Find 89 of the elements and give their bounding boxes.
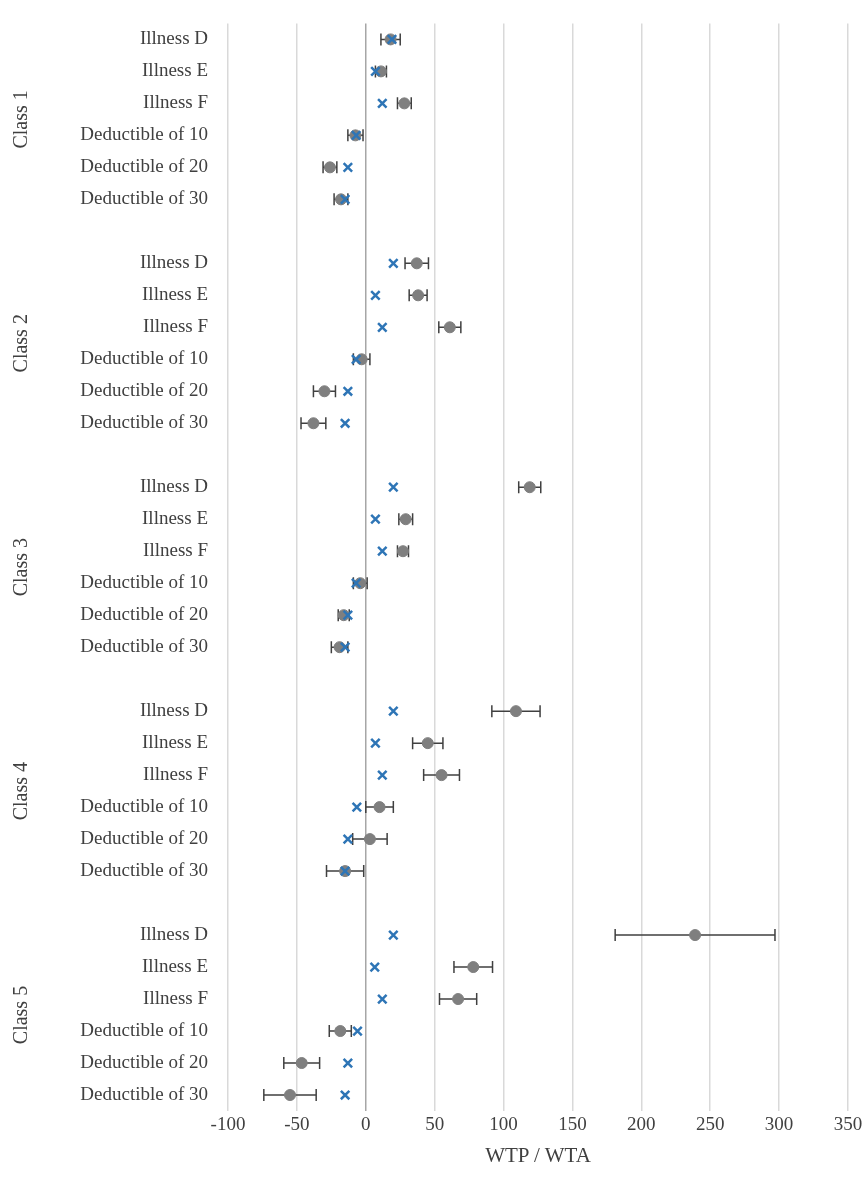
y-tick-label: Illness E [142, 283, 208, 305]
x-tick-label: 0 [361, 1113, 371, 1135]
point [295, 1057, 308, 1070]
y-tick-label: Deductible of 10 [80, 1019, 208, 1041]
text: Class 4 [9, 761, 32, 821]
text: Class 1 [9, 90, 32, 149]
x-tick-label: 300 [764, 1113, 794, 1135]
x-tick-label: 150 [558, 1113, 587, 1135]
point [339, 417, 351, 429]
point [342, 161, 354, 173]
point [376, 321, 388, 333]
point [339, 193, 351, 205]
y-tick-label: Deductible of 30 [80, 1082, 208, 1104]
point [350, 577, 362, 589]
y-tick-label: Illness F [143, 315, 208, 337]
point [352, 1025, 363, 1037]
x-tick-label: 100 [489, 1113, 518, 1135]
point [410, 257, 423, 270]
text: Class 5 [9, 985, 32, 1045]
point [387, 257, 399, 269]
y-tick-label: Illness E [142, 59, 208, 81]
y-tick-label: Deductible of 30 [80, 411, 208, 433]
point [376, 97, 388, 109]
y-tick-label: Deductible of 20 [80, 1051, 208, 1072]
point [387, 705, 399, 717]
y-tick-label: Illness D [139, 923, 208, 945]
point [689, 929, 702, 942]
y-tick-label: Illness F [143, 987, 208, 1009]
y-tick-label: Illness D [139, 475, 208, 497]
point [351, 801, 363, 813]
point [369, 289, 381, 301]
x-tick-label: 50 [425, 1113, 445, 1135]
point [452, 993, 465, 1006]
point [369, 513, 381, 525]
point [387, 481, 399, 493]
y-tick-label: Illness D [139, 251, 208, 273]
point [369, 65, 381, 77]
point [284, 1089, 296, 1102]
x-tick-label: -100 [210, 1113, 246, 1135]
y-tick-label: Deductible of 20 [80, 155, 208, 177]
y-tick-label: Deductible of 20 [80, 379, 208, 401]
x-tick-label: 350 [833, 1113, 863, 1135]
text: Class 3 [9, 538, 32, 597]
y-tick-label: Illness F [143, 763, 208, 785]
point [523, 481, 536, 494]
point [339, 1089, 351, 1101]
y-tick-label: Illness E [142, 507, 208, 529]
point [435, 769, 448, 782]
point [339, 641, 351, 653]
point [369, 737, 381, 749]
point [421, 737, 434, 750]
y-tick-label: Deductible of 30 [80, 859, 208, 881]
point [342, 385, 354, 397]
point [342, 609, 354, 621]
y-tick-label: Illness D [139, 699, 208, 721]
point [387, 929, 399, 941]
y-tick-label: Illness F [143, 539, 208, 561]
x-tick-label: 200 [627, 1113, 656, 1135]
x-tick-label: 250 [695, 1113, 725, 1135]
point [443, 321, 456, 334]
point [373, 801, 386, 814]
point [342, 1057, 354, 1069]
y-tick-label: Deductible of 10 [80, 123, 208, 145]
point [376, 545, 388, 557]
point [467, 961, 480, 974]
point [369, 961, 381, 973]
point [350, 353, 362, 365]
point [307, 417, 320, 430]
point [342, 833, 354, 845]
x-tick-label: -50 [284, 1113, 310, 1135]
point [318, 385, 331, 398]
y-tick-label: Deductible of 10 [80, 571, 208, 593]
y-tick-label: Illness F [143, 91, 208, 113]
y-tick-label: Deductible of 30 [80, 187, 208, 209]
y-tick-label: Deductible of 10 [80, 795, 208, 817]
y-tick-label: Illness D [139, 27, 208, 49]
y-tick-label: Deductible of 20 [80, 603, 208, 625]
point [376, 993, 388, 1005]
y-tick-label: Deductible of 10 [80, 347, 208, 369]
y-tick-label: Deductible of 20 [80, 827, 208, 849]
point [363, 833, 376, 846]
y-tick-label: Deductible of 30 [80, 635, 208, 657]
text: Class 2 [9, 314, 32, 373]
y-tick-label: Illness E [142, 955, 208, 977]
x-axis-title: WTP / WTA [485, 1142, 592, 1167]
point [376, 769, 388, 781]
point [334, 1025, 347, 1038]
point [509, 705, 522, 718]
y-tick-label: Illness E [142, 731, 208, 753]
